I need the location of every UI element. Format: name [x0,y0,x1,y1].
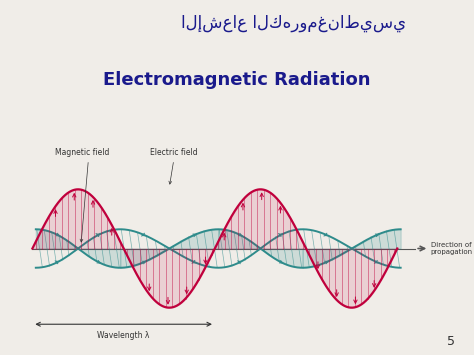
Text: Electromagnetic Radiation: Electromagnetic Radiation [103,71,371,89]
Text: Wavelength λ: Wavelength λ [98,331,150,340]
Text: 5: 5 [447,335,455,348]
Text: Magnetic field: Magnetic field [55,148,110,157]
Text: Direction of
propagation: Direction of propagation [431,242,473,255]
Text: Electric field: Electric field [150,148,198,157]
Text: الإشعاع الكهرومغناطيسي: الإشعاع الكهرومغناطيسي [182,14,406,32]
